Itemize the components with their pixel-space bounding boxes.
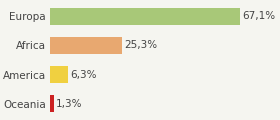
- Bar: [50, 66, 68, 83]
- Bar: [50, 95, 54, 112]
- Text: 6,3%: 6,3%: [70, 69, 97, 80]
- Text: 67,1%: 67,1%: [242, 11, 276, 21]
- Bar: [50, 8, 240, 25]
- Bar: [50, 37, 122, 54]
- Text: 1,3%: 1,3%: [56, 99, 83, 109]
- Text: 25,3%: 25,3%: [124, 40, 157, 51]
